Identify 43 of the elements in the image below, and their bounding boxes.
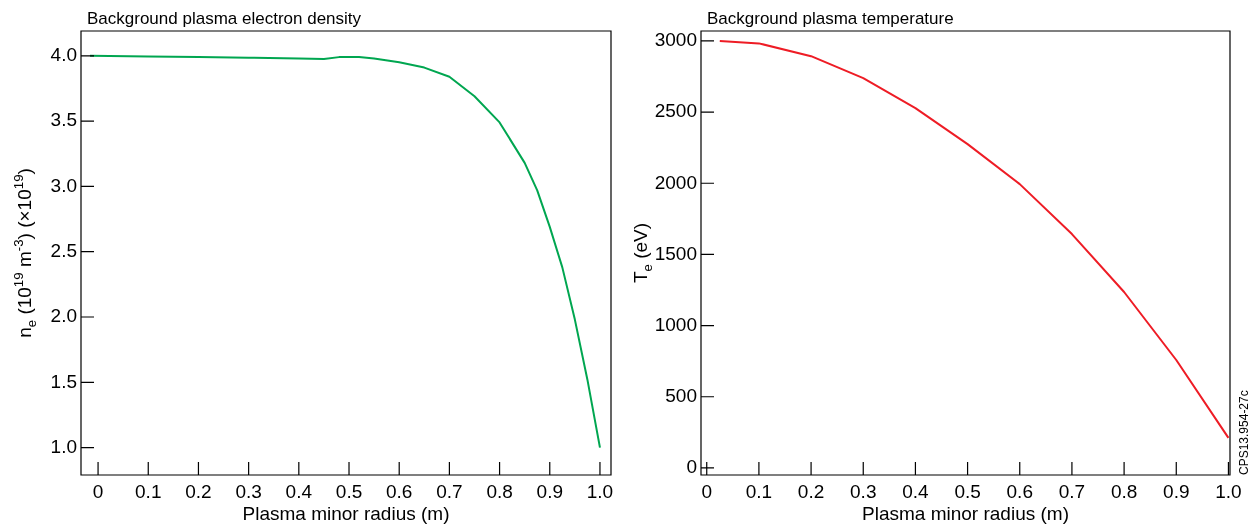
text: ne (1019 m-3) (×1019) [11,168,39,338]
y-tick-label: 0 [686,456,697,478]
y-tick-label: 2000 [654,171,697,193]
x-tick-label: 0.4 [902,480,930,502]
x-tick-label: 0.3 [235,480,262,502]
x-tick-label: 0.4 [285,480,313,502]
y-tick-label: 2.0 [50,305,77,327]
x-tick-label: 0.1 [135,480,162,502]
y-tick-label: 500 [665,384,697,406]
x-tick-label: 0.7 [1058,480,1086,502]
x-axis-title: Plasma minor radius (m) [242,503,450,524]
x-tick-label: 0.3 [850,480,877,502]
x-tick-label: 0.1 [745,480,773,502]
x-tick-label: 0.2 [185,480,212,502]
x-tick-label: 0.5 [954,480,981,502]
y-tick-label: 3000 [654,29,697,51]
x-tick-label: 0.8 [1110,480,1138,502]
x-axis-title: Plasma minor radius (m) [862,503,1069,524]
y-tick-label: 2500 [654,100,697,122]
x-tick-label: 0.7 [436,480,463,502]
text: CPS13.954-27c [1237,390,1251,475]
y-tick-label: 3.0 [50,174,77,196]
x-tick-label: 0.8 [486,480,513,502]
x-tick-label: 0.6 [385,480,413,502]
x-tick-label: 0.6 [1006,480,1033,502]
x-tick-label: 0.9 [536,480,563,502]
y-tick-label: 1000 [654,313,697,335]
x-tick-label: 1.0 [1215,480,1242,502]
y-tick-label: 1.5 [50,370,77,392]
x-tick-label: 1.0 [586,480,614,502]
x-tick-label: 0 [701,480,713,502]
x-tick-label: 0.5 [335,480,363,502]
y-tick-label: 1.0 [50,435,77,457]
x-tick-label: 0.2 [797,480,825,502]
y-tick-label: 4.0 [50,44,77,66]
y-tick-label: 1500 [654,242,697,264]
y-tick-label: 3.5 [50,109,77,131]
y-tick-label: 2.5 [50,239,77,261]
x-tick-label: 0 [92,480,104,502]
y-axis-title: Te (eV) [630,222,655,284]
x-tick-label: 0.9 [1163,480,1190,502]
chart-title: Background plasma temperature [707,9,954,28]
chart-title: Background plasma electron density [87,9,362,28]
